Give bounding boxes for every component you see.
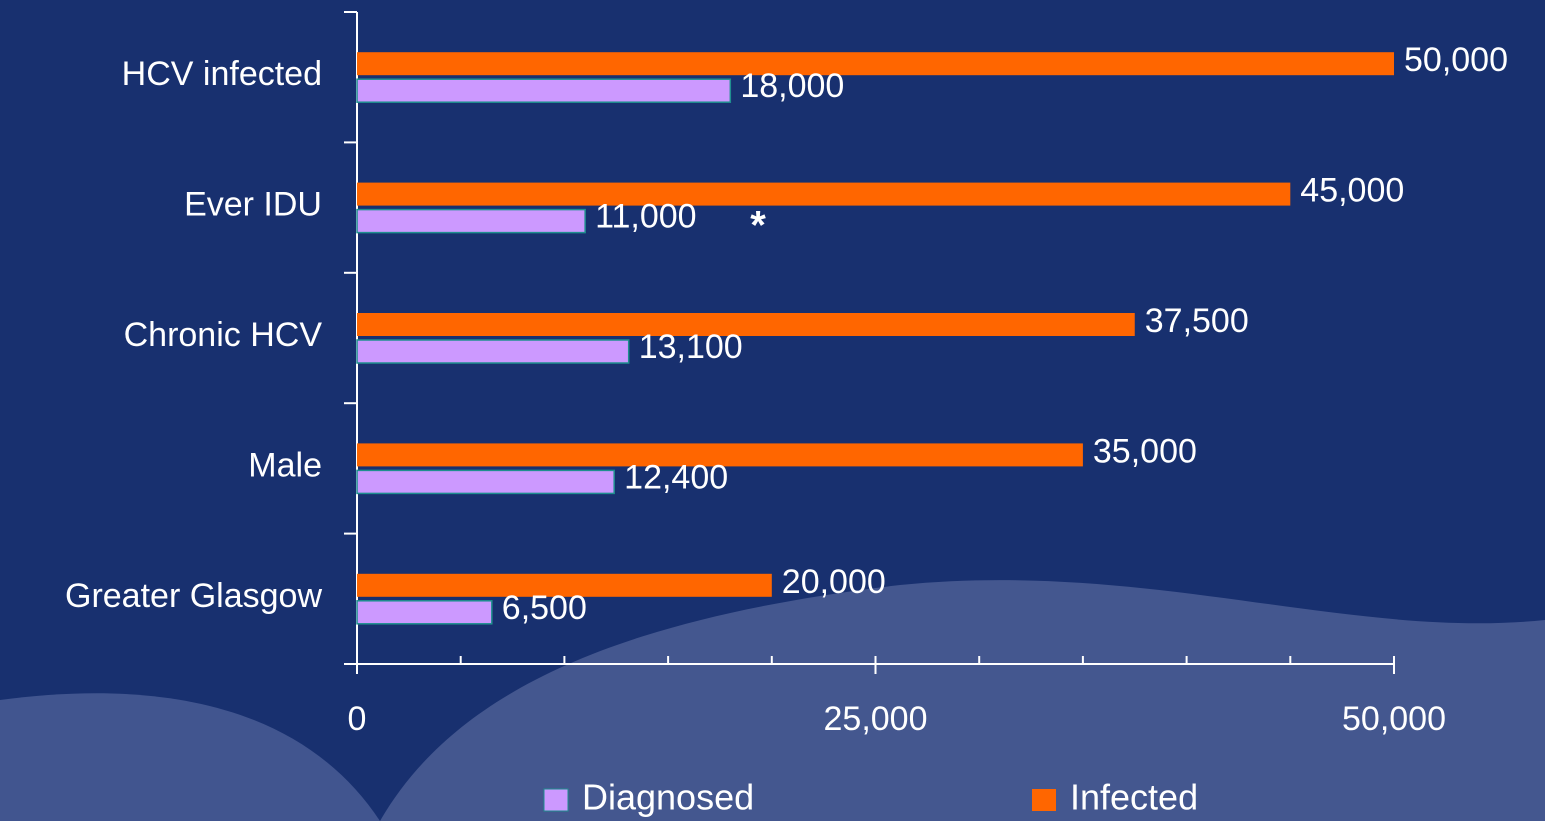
value-label: 6,500 <box>502 589 587 627</box>
annotation: * <box>750 204 766 248</box>
legend-label: Infected <box>1070 777 1198 818</box>
x-tick-label: 25,000 <box>824 700 928 738</box>
value-label: 50,000 <box>1404 41 1508 79</box>
bar <box>356 208 586 234</box>
x-tick-label: 0 <box>348 700 367 738</box>
bar <box>356 600 493 625</box>
bar <box>357 313 1135 336</box>
y-tick-label: HCV infected <box>122 55 322 93</box>
bar <box>357 52 1394 76</box>
y-tick-label: Greater Glasgow <box>65 577 322 615</box>
background-wave <box>380 580 1545 821</box>
value-label: 18,000 <box>740 67 844 105</box>
bar <box>357 573 772 597</box>
bar <box>357 443 1083 467</box>
bar <box>357 182 1291 206</box>
bar <box>356 339 630 364</box>
bar <box>356 469 615 495</box>
y-tick-label: Male <box>248 446 322 484</box>
background-wave <box>0 693 380 821</box>
y-tick-label: Ever IDU <box>184 186 322 224</box>
value-label: 12,400 <box>624 458 728 496</box>
legend-swatch <box>1032 789 1056 811</box>
value-label: 45,000 <box>1300 172 1404 210</box>
legend-swatch <box>543 788 569 812</box>
value-label: 35,000 <box>1093 432 1197 470</box>
legend-label: Diagnosed <box>582 777 754 818</box>
value-label: 37,500 <box>1145 302 1249 340</box>
value-label: 13,100 <box>639 328 743 366</box>
value-label: 11,000 <box>595 198 696 236</box>
y-tick-label: Chronic HCV <box>124 316 323 354</box>
x-tick-label: 50,000 <box>1342 700 1446 738</box>
value-label: 20,000 <box>782 563 886 601</box>
bar <box>356 78 732 103</box>
